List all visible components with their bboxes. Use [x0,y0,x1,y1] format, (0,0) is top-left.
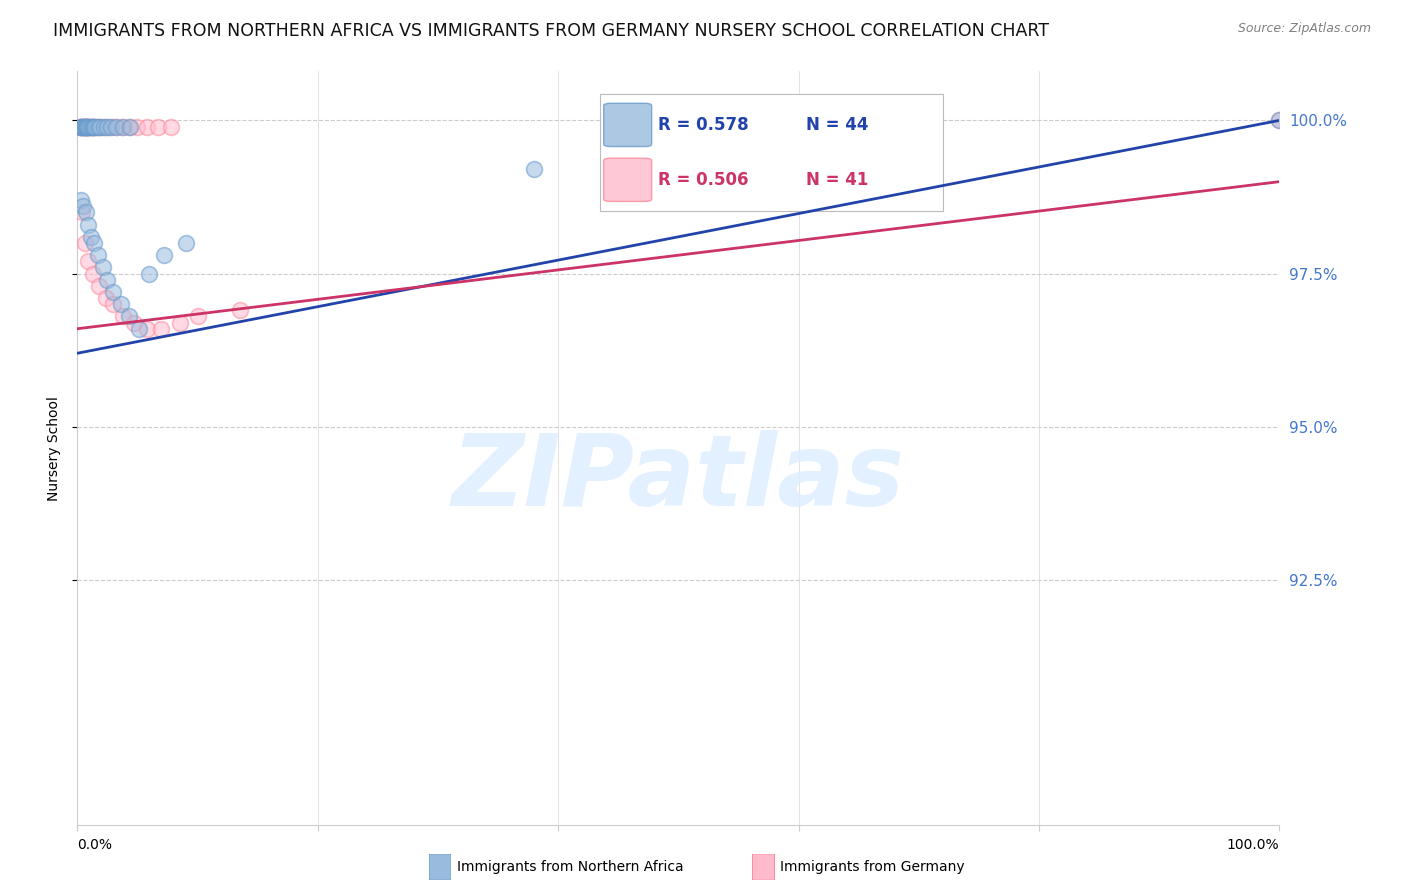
Point [84,120,107,134]
Point [76,120,98,134]
Text: Immigrants from Northern Africa: Immigrants from Northern Africa [457,860,683,874]
Point [72,120,94,134]
Point [70,120,93,134]
Point [150,322,173,336]
Point [70,205,93,219]
Point [122,316,145,330]
Point [77,218,100,232]
Point [111,120,134,134]
Point [136,120,159,134]
Point [120,120,142,134]
Point [75,120,97,134]
Point [72,199,94,213]
Point [70,193,93,207]
Point [104,120,127,134]
Point [76,120,98,134]
Point [70,120,93,134]
Point [75,205,97,219]
Text: ZIPatlas: ZIPatlas [451,430,905,527]
Point [96,291,118,305]
Point [118,310,141,324]
Point [111,120,134,134]
Point [93,120,115,134]
Point [110,297,132,311]
Text: 100.0%: 100.0% [1227,838,1279,853]
Point [80,120,103,134]
Point [136,322,159,336]
Point [82,120,104,134]
Point [75,120,97,134]
Point [79,120,101,134]
Point [103,285,125,299]
Point [104,120,127,134]
Point [70,120,93,134]
Point [87,248,110,262]
Point [82,120,104,134]
Point [87,120,110,134]
Point [160,120,183,134]
Point [103,297,125,311]
Point [187,310,209,324]
Point [79,120,101,134]
Point [523,162,546,177]
Point [73,120,96,134]
Text: Immigrants from Germany: Immigrants from Germany [780,860,965,874]
Point [1268,113,1291,128]
Point [84,120,107,134]
Point [96,120,118,134]
Point [73,235,96,250]
Point [80,120,103,134]
Point [87,120,110,134]
Point [93,120,115,134]
Point [69,120,91,134]
Point [77,254,100,268]
Point [79,229,101,244]
Point [79,120,101,134]
Point [128,322,150,336]
Point [70,120,93,134]
Point [1268,113,1291,128]
Point [138,267,160,281]
Point [89,120,111,134]
Point [72,120,94,134]
Text: IMMIGRANTS FROM NORTHERN AFRICA VS IMMIGRANTS FROM GERMANY NURSERY SCHOOL CORREL: IMMIGRANTS FROM NORTHERN AFRICA VS IMMIG… [53,22,1049,40]
Point [73,120,96,134]
Point [83,120,105,134]
Point [72,120,94,134]
Point [79,120,101,134]
Point [127,120,149,134]
Point [77,120,100,134]
Y-axis label: Nursery School: Nursery School [46,396,60,500]
Text: 0.0%: 0.0% [77,838,112,853]
Point [69,120,91,134]
Point [89,120,111,134]
FancyBboxPatch shape [429,854,451,880]
Point [87,278,110,293]
Point [228,303,250,318]
Point [91,260,114,275]
Text: Source: ZipAtlas.com: Source: ZipAtlas.com [1237,22,1371,36]
Point [77,120,100,134]
Point [174,235,197,250]
FancyBboxPatch shape [752,854,775,880]
Point [96,120,118,134]
Point [75,120,97,134]
Point [76,120,98,134]
Point [83,235,105,250]
Point [82,267,104,281]
Point [100,120,122,134]
Point [111,310,134,324]
Point [169,316,191,330]
Point [72,120,94,134]
Point [146,120,169,134]
Point [73,120,96,134]
Point [96,273,118,287]
Point [153,248,176,262]
Point [118,120,141,134]
Point [100,120,122,134]
